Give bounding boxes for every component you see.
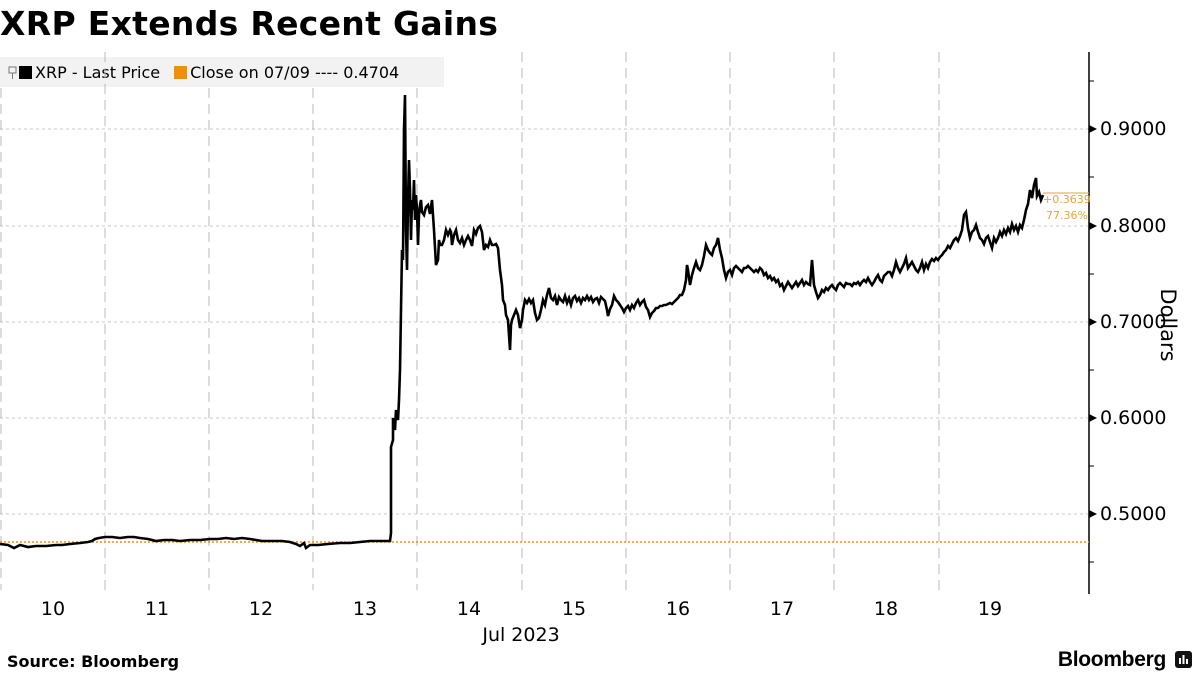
x-tick-label: 15 — [561, 598, 587, 620]
x-tick-label: 12 — [248, 598, 274, 620]
legend: XRP - Last Price Close on 07/09 ---- 0.4… — [0, 57, 444, 87]
y-axis-minor-ticks — [1089, 80, 1094, 563]
x-tick-label: 19 — [977, 598, 1003, 620]
y-axis-title: Dollars — [1156, 288, 1180, 362]
legend-item-close: Close on 07/09 ---- 0.4704 — [174, 63, 399, 82]
legend-swatch-black — [19, 65, 32, 79]
vertical-gridlines — [0, 52, 940, 590]
legend-item-xrp: XRP - Last Price — [19, 63, 160, 82]
annotation-change: +0.3639 — [1043, 193, 1091, 206]
x-tick-label: 16 — [665, 598, 691, 620]
bloomberg-chart-icon — [1175, 651, 1192, 668]
y-tick-label: 0.6000 — [1100, 407, 1167, 429]
annotation-change-pct: 77.36% — [1046, 209, 1088, 222]
x-tick-label: 10 — [40, 598, 66, 620]
chart-title: XRP Extends Recent Gains — [0, 4, 499, 43]
horizontal-gridlines — [0, 128, 1089, 515]
x-axis-month-label: Jul 2023 — [482, 624, 560, 646]
pin-icon[interactable] — [8, 65, 18, 79]
xrp-price-line — [0, 94, 1045, 551]
legend-label-xrp: XRP - Last Price — [35, 62, 161, 82]
y-tick-label: 0.5000 — [1100, 503, 1167, 525]
x-tick-label: 11 — [144, 598, 170, 620]
y-tick-label: 0.8000 — [1100, 215, 1167, 237]
x-tick-label: 14 — [456, 598, 482, 620]
y-tick-label: 0.9000 — [1100, 118, 1167, 140]
legend-swatch-orange — [174, 65, 188, 79]
x-tick-label: 13 — [352, 598, 378, 620]
x-tick-label: 17 — [769, 598, 795, 620]
source-note: Source: Bloomberg — [7, 652, 180, 671]
y-tick-label: 0.7000 — [1100, 311, 1167, 333]
bloomberg-logo-text: Bloomberg — [1057, 648, 1166, 671]
legend-label-close: Close on 07/09 ---- 0.4704 — [190, 62, 400, 82]
x-tick-label: 18 — [873, 598, 899, 620]
y-axis-major-ticks — [1089, 125, 1097, 518]
